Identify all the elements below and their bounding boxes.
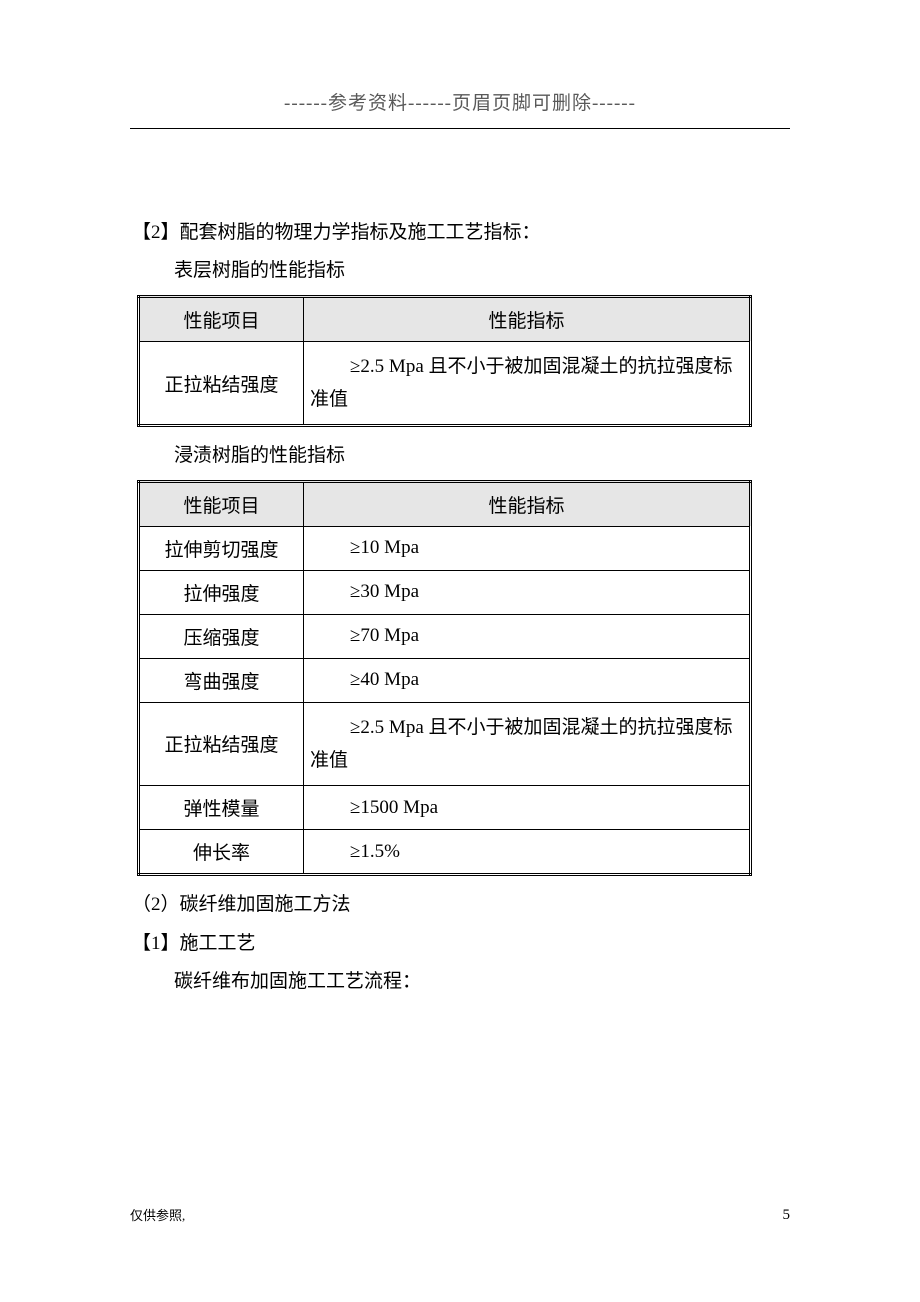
- table-cell-label: 弹性模量: [139, 786, 304, 830]
- table2-caption: 浸渍树脂的性能指标: [132, 441, 788, 471]
- table1-wrap: 性能项目 性能指标 正拉粘结强度 ≥2.5 Mpa 且不小于被加固混凝土的抗拉强…: [132, 295, 788, 428]
- table-cell-label: 正拉粘结强度: [139, 702, 304, 786]
- table-header-cell: 性能项目: [139, 481, 304, 526]
- table-cell-value: ≥1500 Mpa: [304, 786, 751, 830]
- table-row: 拉伸强度 ≥30 Mpa: [139, 570, 751, 614]
- table-row: 伸长率 ≥1.5%: [139, 830, 751, 875]
- table-surface-resin: 性能项目 性能指标 正拉粘结强度 ≥2.5 Mpa 且不小于被加固混凝土的抗拉强…: [137, 295, 752, 428]
- cell-text-line: 准值: [310, 750, 348, 771]
- page-header: ------参考资料------页眉页脚可删除------: [0, 88, 920, 115]
- page-content: 【2】配套树脂的物理力学指标及施工工艺指标： 表层树脂的性能指标 性能项目 性能…: [132, 218, 788, 1005]
- table-row: 拉伸剪切强度 ≥10 Mpa: [139, 526, 751, 570]
- table-header-cell: 性能指标: [304, 481, 751, 526]
- table-cell-label: 伸长率: [139, 830, 304, 875]
- cell-text-line: ≥2.5 Mpa 且不小于被加固混凝土的抗拉强度标: [310, 717, 733, 738]
- table-cell-value: ≥2.5 Mpa 且不小于被加固混凝土的抗拉强度标 准值: [304, 341, 751, 426]
- table1-caption: 表层树脂的性能指标: [132, 256, 788, 286]
- table-header-cell: 性能项目: [139, 296, 304, 341]
- table-header-cell: 性能指标: [304, 296, 751, 341]
- table-row: 弯曲强度 ≥40 Mpa: [139, 658, 751, 702]
- table-cell-value: ≥40 Mpa: [304, 658, 751, 702]
- table2-wrap: 性能项目 性能指标 拉伸剪切强度 ≥10 Mpa 拉伸强度 ≥30 Mpa 压缩…: [132, 480, 788, 877]
- footer-page-number: 5: [783, 1207, 791, 1224]
- table-header-row: 性能项目 性能指标: [139, 481, 751, 526]
- table-cell-label: 拉伸剪切强度: [139, 526, 304, 570]
- cell-text-line: 准值: [310, 389, 348, 410]
- section-heading: 【2】配套树脂的物理力学指标及施工工艺指标：: [132, 218, 788, 248]
- table-cell-label: 弯曲强度: [139, 658, 304, 702]
- table-cell-value: ≥2.5 Mpa 且不小于被加固混凝土的抗拉强度标 准值: [304, 702, 751, 786]
- footer-left: 仅供参照,: [130, 1205, 185, 1224]
- table-header-row: 性能项目 性能指标: [139, 296, 751, 341]
- header-rule: [130, 128, 790, 129]
- table-cell-value: ≥10 Mpa: [304, 526, 751, 570]
- table-row: 正拉粘结强度 ≥2.5 Mpa 且不小于被加固混凝土的抗拉强度标 准值: [139, 341, 751, 426]
- table-cell-label: 拉伸强度: [139, 570, 304, 614]
- section2-line3: 碳纤维布加固施工工艺流程：: [132, 967, 788, 997]
- table-cell-label: 压缩强度: [139, 614, 304, 658]
- table-row: 正拉粘结强度 ≥2.5 Mpa 且不小于被加固混凝土的抗拉强度标 准值: [139, 702, 751, 786]
- table-cell-label: 正拉粘结强度: [139, 341, 304, 426]
- table-row: 压缩强度 ≥70 Mpa: [139, 614, 751, 658]
- section2-line2: 【1】施工工艺: [132, 929, 788, 959]
- cell-text-line: ≥2.5 Mpa 且不小于被加固混凝土的抗拉强度标: [310, 356, 733, 377]
- section2-line1: （2）碳纤维加固施工方法: [132, 890, 788, 920]
- table-cell-value: ≥1.5%: [304, 830, 751, 875]
- table-impregnating-resin: 性能项目 性能指标 拉伸剪切强度 ≥10 Mpa 拉伸强度 ≥30 Mpa 压缩…: [137, 480, 752, 877]
- table-cell-value: ≥30 Mpa: [304, 570, 751, 614]
- table-row: 弹性模量 ≥1500 Mpa: [139, 786, 751, 830]
- table-cell-value: ≥70 Mpa: [304, 614, 751, 658]
